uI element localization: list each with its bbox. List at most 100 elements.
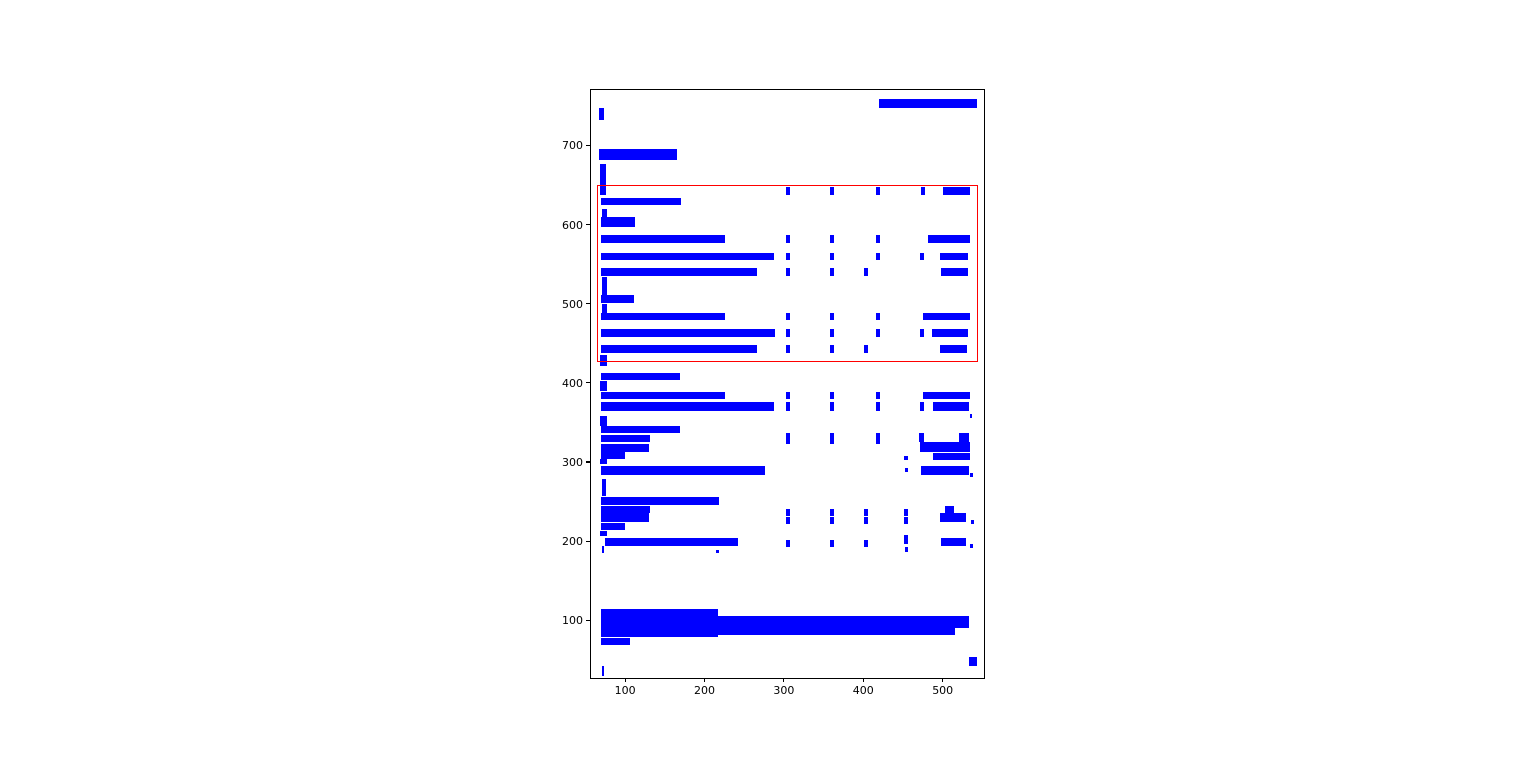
layout-box — [876, 234, 880, 244]
layout-box — [785, 508, 790, 516]
layout-box — [876, 329, 880, 337]
layout-box — [922, 391, 970, 400]
layout-box — [830, 539, 834, 547]
layout-box — [922, 313, 970, 321]
layout-box — [864, 508, 869, 516]
layout-box — [830, 268, 834, 276]
layout-box — [919, 442, 971, 453]
layout-box — [785, 432, 790, 444]
layout-box — [718, 628, 956, 636]
x-tick-label: 400 — [852, 684, 874, 697]
layout-box — [921, 465, 969, 476]
layout-box — [602, 545, 605, 553]
layout-box — [601, 344, 757, 353]
layout-box — [601, 609, 718, 637]
layout-box — [830, 432, 834, 444]
layout-box — [601, 522, 626, 530]
layout-box — [601, 401, 775, 412]
layout-box — [785, 268, 790, 276]
y-tick — [586, 382, 590, 384]
layout-box — [903, 508, 908, 516]
layout-box — [864, 516, 869, 524]
x-tick — [942, 678, 944, 682]
layout-box — [601, 637, 630, 646]
layout-box — [601, 506, 650, 514]
layout-box — [601, 435, 651, 443]
layout-box — [903, 516, 908, 524]
layout-box — [601, 451, 626, 459]
layout-box — [601, 197, 682, 206]
layout-box — [933, 401, 969, 412]
y-tick — [586, 540, 590, 542]
layout-box — [879, 98, 977, 109]
layout-box — [927, 234, 970, 244]
layout-box — [601, 391, 726, 400]
layout-box — [602, 479, 607, 496]
layout-box — [785, 313, 790, 321]
layout-box — [598, 149, 678, 161]
layout-box — [864, 539, 869, 547]
layout-box — [921, 187, 926, 196]
layout-box — [785, 401, 790, 412]
layout-box — [785, 516, 790, 524]
layout-box — [785, 391, 790, 400]
y-tick — [586, 223, 590, 226]
x-tick — [783, 678, 785, 682]
layout-box — [599, 355, 607, 367]
y-tick-label: 100 — [562, 614, 583, 628]
x-tick — [862, 678, 864, 682]
y-tick-label: 600 — [562, 218, 583, 232]
layout-box — [876, 187, 880, 196]
layout-box — [876, 391, 880, 400]
layout-box — [785, 344, 790, 353]
layout-box — [601, 253, 775, 261]
layout-box — [602, 303, 607, 314]
layout-box — [830, 234, 834, 244]
layout-box — [601, 329, 776, 337]
layout-box — [599, 381, 607, 392]
layout-box — [785, 234, 790, 244]
plot-area: 100 200 300 400 500 100 200 300 400 500 600 700 — [562, 89, 985, 696]
y-tick — [586, 461, 590, 463]
layout-box — [601, 443, 649, 452]
layout-box — [903, 534, 908, 545]
layout-box — [904, 547, 908, 553]
layout-box — [904, 467, 908, 472]
layout-box — [918, 432, 924, 443]
layout-box — [599, 530, 607, 537]
layout-box — [601, 295, 634, 303]
layout-box — [601, 216, 636, 227]
layout-box — [602, 666, 605, 676]
layout-box — [785, 539, 790, 547]
layout-box — [601, 234, 726, 244]
layout-box — [785, 329, 790, 337]
layout-box — [941, 537, 966, 546]
layout-box — [830, 516, 834, 524]
layout-box — [969, 413, 973, 418]
layout-box — [919, 329, 924, 337]
x-tick-label: 500 — [932, 684, 954, 697]
layout-box — [601, 496, 719, 506]
layout-box — [876, 401, 880, 412]
layout-box — [876, 432, 880, 444]
layout-box — [601, 313, 726, 321]
x-tick-label: 200 — [694, 684, 715, 697]
layout-box — [601, 465, 765, 475]
layout-box — [830, 391, 834, 400]
layout-box — [830, 401, 834, 412]
layout-box — [941, 268, 969, 276]
layout-box — [601, 513, 649, 523]
layout-box — [602, 276, 607, 295]
layout-box — [942, 187, 971, 196]
layout-box — [599, 164, 607, 196]
y-tick-label: 300 — [562, 456, 583, 469]
layout-box — [598, 108, 605, 121]
layout-box — [876, 313, 880, 321]
layout-box — [919, 401, 924, 412]
layout-box — [599, 416, 607, 427]
layout-box — [718, 616, 969, 629]
layout-box — [939, 253, 969, 261]
layout-box — [830, 187, 834, 196]
layout-box — [601, 268, 757, 276]
